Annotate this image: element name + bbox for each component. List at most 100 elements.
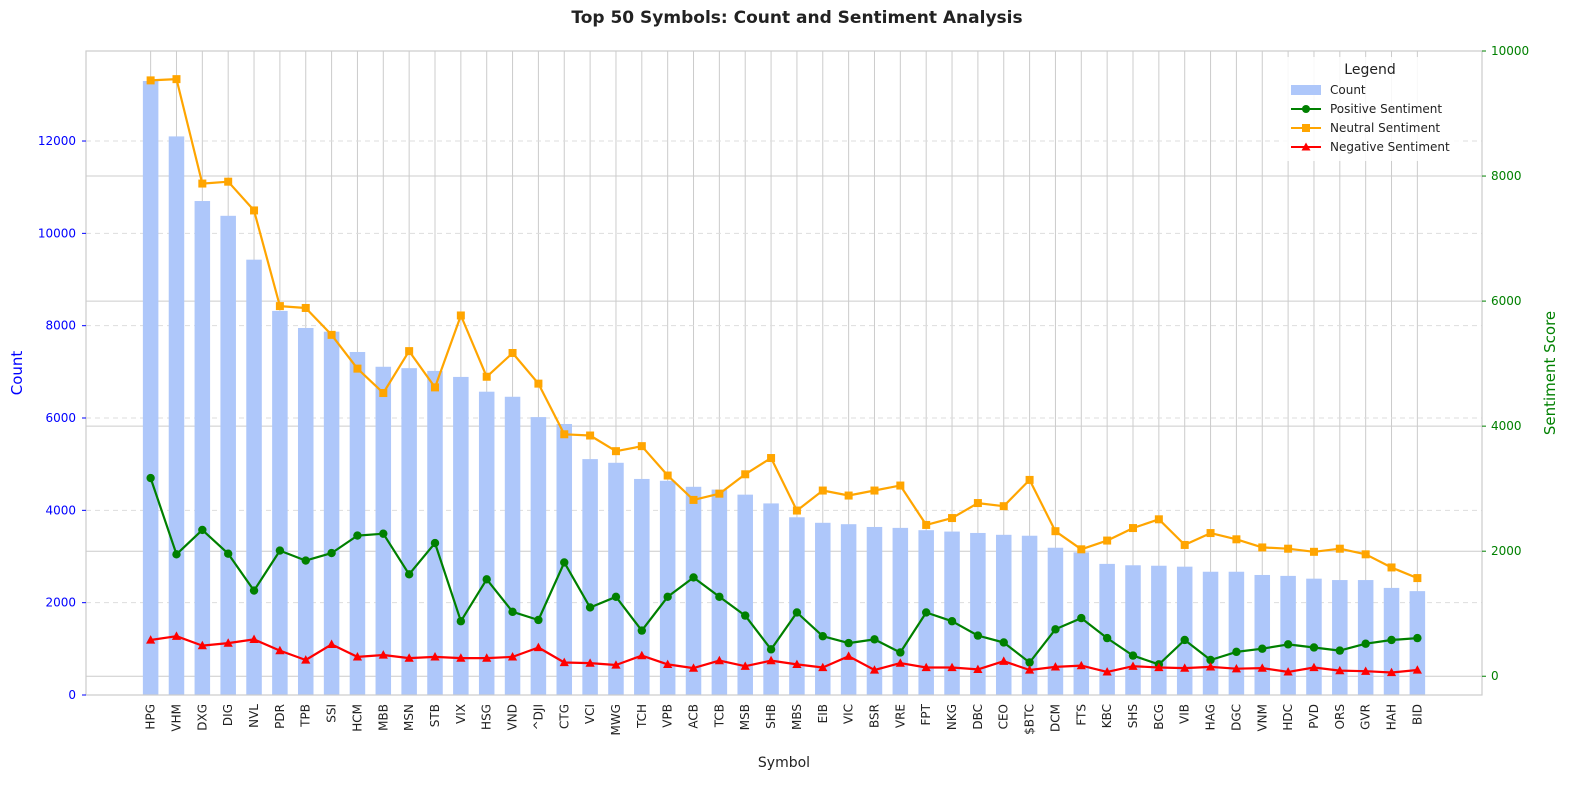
bar-count bbox=[246, 259, 262, 695]
point-positive bbox=[353, 531, 362, 540]
point-neutral bbox=[1413, 574, 1422, 583]
x-tick-label: VIX bbox=[454, 704, 468, 724]
point-negative bbox=[1386, 667, 1397, 677]
point-positive bbox=[379, 529, 388, 538]
point-negative bbox=[378, 650, 388, 659]
point-positive bbox=[611, 592, 621, 602]
point-positive bbox=[818, 632, 827, 641]
bar-count bbox=[634, 478, 650, 695]
x-tick-label: EIB bbox=[816, 704, 830, 723]
point-negative bbox=[1128, 661, 1138, 670]
point-neutral bbox=[611, 447, 620, 456]
point-positive bbox=[1258, 644, 1267, 653]
bar-count bbox=[349, 351, 366, 695]
point-neutral bbox=[224, 177, 233, 186]
bar-count bbox=[1151, 565, 1167, 695]
bar-count bbox=[1357, 580, 1374, 695]
bar-count bbox=[504, 396, 521, 695]
point-positive bbox=[1180, 635, 1189, 645]
point-positive bbox=[534, 615, 543, 625]
bar-count bbox=[582, 459, 598, 695]
point-negative bbox=[766, 655, 776, 665]
point-positive bbox=[249, 586, 259, 595]
x-tick-label: VIB bbox=[1178, 704, 1192, 724]
bar-count bbox=[608, 462, 624, 695]
bar-count bbox=[1332, 580, 1348, 695]
x-tick-label: DGC bbox=[1229, 704, 1243, 731]
y-tick-label-left: 12000 bbox=[38, 134, 76, 148]
point-neutral bbox=[301, 303, 310, 312]
point-negative bbox=[895, 658, 905, 667]
point-negative bbox=[1283, 667, 1293, 676]
point-neutral bbox=[1361, 550, 1370, 559]
point-negative bbox=[1412, 665, 1422, 674]
x-tick-label: VCI bbox=[583, 704, 597, 724]
point-positive bbox=[1413, 633, 1422, 643]
x-tick-label: MBS bbox=[790, 704, 804, 730]
point-negative bbox=[301, 655, 311, 664]
x-tick-label: MBB bbox=[376, 704, 390, 731]
point-positive bbox=[741, 611, 750, 620]
bar-count bbox=[323, 331, 340, 695]
x-tick-label: DXG bbox=[195, 704, 209, 731]
x-tick-label: BCG bbox=[1152, 704, 1166, 730]
bar-count bbox=[763, 503, 779, 695]
point-negative bbox=[197, 640, 207, 650]
bar-count bbox=[1409, 591, 1426, 695]
x-tick-label: CTG bbox=[557, 704, 571, 729]
point-positive bbox=[1283, 640, 1293, 649]
point-positive bbox=[404, 570, 414, 579]
bar-count bbox=[401, 368, 417, 695]
point-negative bbox=[1076, 660, 1086, 670]
point-positive bbox=[921, 608, 931, 617]
point-neutral bbox=[973, 499, 982, 508]
point-positive bbox=[999, 638, 1008, 647]
x-tick-label: DIG bbox=[221, 704, 235, 726]
y-tick-label-right: 2000 bbox=[1491, 544, 1522, 558]
point-neutral bbox=[1129, 524, 1137, 533]
point-positive bbox=[508, 607, 517, 617]
x-tick-label: DBC bbox=[971, 704, 985, 730]
point-negative bbox=[1361, 666, 1371, 675]
point-negative bbox=[818, 662, 828, 672]
x-tick-label: PDR bbox=[273, 704, 287, 729]
bar-count bbox=[1047, 547, 1064, 695]
legend-label-negative: Negative Sentiment bbox=[1330, 140, 1450, 154]
bar-count bbox=[737, 494, 753, 695]
bar-count bbox=[297, 327, 314, 695]
point-positive bbox=[1051, 625, 1060, 634]
point-negative bbox=[559, 657, 569, 667]
bar-count bbox=[453, 376, 469, 695]
point-negative bbox=[404, 653, 414, 662]
x-tick-label: HPG bbox=[144, 704, 158, 730]
point-negative bbox=[921, 662, 931, 672]
point-negative bbox=[844, 651, 854, 660]
point-neutral bbox=[353, 364, 362, 373]
legend-marker-positive bbox=[1302, 105, 1310, 113]
point-neutral bbox=[1258, 543, 1267, 552]
x-tick-label: SHS bbox=[1126, 704, 1140, 728]
y-tick-label-left: 6000 bbox=[45, 411, 76, 425]
x-tick-label: NKG bbox=[945, 704, 959, 730]
point-positive bbox=[223, 549, 233, 558]
x-tick-label: VNM bbox=[1255, 704, 1269, 732]
point-negative bbox=[1050, 662, 1061, 671]
point-negative bbox=[1205, 662, 1216, 671]
point-positive bbox=[275, 546, 285, 555]
point-neutral bbox=[431, 383, 439, 392]
point-neutral bbox=[405, 347, 414, 356]
point-negative bbox=[1257, 663, 1267, 672]
x-tick-label: TCB bbox=[712, 704, 726, 728]
bar-count bbox=[427, 370, 443, 695]
point-negative bbox=[352, 652, 363, 661]
y-tick-label-left: 4000 bbox=[45, 503, 76, 517]
point-positive bbox=[1128, 651, 1138, 660]
x-tick-label: HAG bbox=[1204, 704, 1218, 730]
point-negative bbox=[1309, 662, 1319, 672]
point-neutral bbox=[896, 481, 905, 490]
bar-count bbox=[944, 531, 960, 695]
point-neutral bbox=[1103, 536, 1112, 545]
chart-title: Top 50 Symbols: Count and Sentiment Anal… bbox=[571, 8, 1022, 28]
point-positive bbox=[1025, 658, 1034, 667]
